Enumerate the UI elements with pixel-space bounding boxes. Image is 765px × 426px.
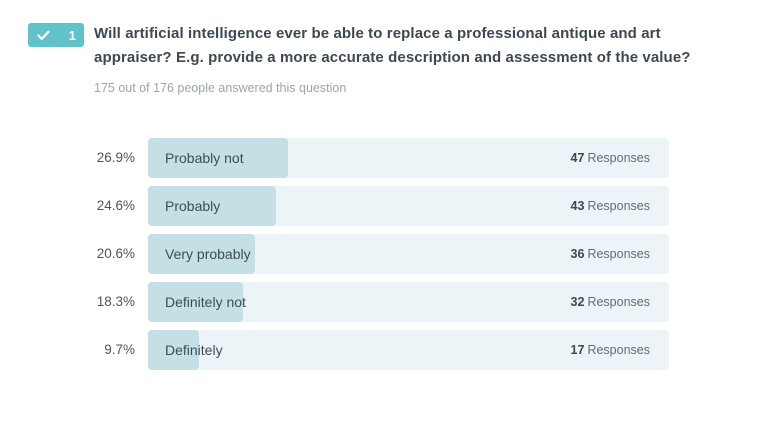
response-word: Responses <box>587 247 650 261</box>
bar-track: Probably not 47 Responses <box>148 138 669 178</box>
response-info: 17 Responses <box>571 330 650 370</box>
bar-fill <box>148 234 256 274</box>
bar-fill <box>148 186 277 226</box>
question-badge: 1 <box>28 23 84 47</box>
response-count: 47 <box>570 151 585 165</box>
response-info: 36 Responses <box>571 234 650 274</box>
bar-label: Very probably <box>165 246 251 262</box>
bar-fill <box>148 330 199 370</box>
response-count: 43 <box>570 199 585 213</box>
response-count: 36 <box>570 247 585 261</box>
bar-label: Definitely not <box>165 294 246 310</box>
response-info: 32 Responses <box>571 282 650 322</box>
response-count: 17 <box>570 343 585 357</box>
bar-percentage: 18.3% <box>96 294 135 309</box>
bar-label: Probably not <box>165 150 244 166</box>
response-word: Responses <box>587 199 650 213</box>
response-word: Responses <box>587 343 650 357</box>
bar-track: Definitely 17 Responses <box>148 330 669 370</box>
question-subtitle: 175 out of 176 people answered this ques… <box>94 81 347 95</box>
check-icon <box>37 30 50 41</box>
response-info: 43 Responses <box>571 186 650 226</box>
bar-percentage: 20.6% <box>96 246 135 261</box>
question-title-line2: appraiser? E.g. provide a more accurate … <box>94 49 691 66</box>
response-word: Responses <box>587 295 650 309</box>
bar-track: Probably 43 Responses <box>148 186 669 226</box>
response-word: Responses <box>587 151 650 165</box>
question-number: 1 <box>68 27 76 43</box>
bar-fill <box>148 138 289 178</box>
bar-row: 26.9% Probably not 47 Responses <box>0 138 765 178</box>
bar-track: Definitely not 32 Responses <box>148 282 669 322</box>
question-header: Will artificial intelligence ever be abl… <box>94 22 734 96</box>
response-count: 32 <box>570 295 585 309</box>
bar-percentage: 26.9% <box>96 150 135 165</box>
question-title-line1: Will artificial intelligence ever be abl… <box>94 25 661 42</box>
bar-row: 20.6% Very probably 36 Responses <box>0 234 765 274</box>
response-info: 47 Responses <box>571 138 650 178</box>
bar-percentage: 24.6% <box>96 198 135 213</box>
bar-row: 9.7% Definitely 17 Responses <box>0 330 765 370</box>
bar-track: Very probably 36 Responses <box>148 234 669 274</box>
bar-row: 18.3% Definitely not 32 Responses <box>0 282 765 322</box>
results-bar-chart: 26.9% Probably not 47 Responses 24.6% Pro… <box>0 138 765 378</box>
question-title: Will artificial intelligence ever be abl… <box>94 22 734 70</box>
bar-label: Definitely <box>165 342 223 358</box>
bar-label: Probably <box>165 198 221 214</box>
bar-fill <box>148 282 244 322</box>
bar-percentage: 9.7% <box>104 342 135 357</box>
bar-row: 24.6% Probably 43 Responses <box>0 186 765 226</box>
